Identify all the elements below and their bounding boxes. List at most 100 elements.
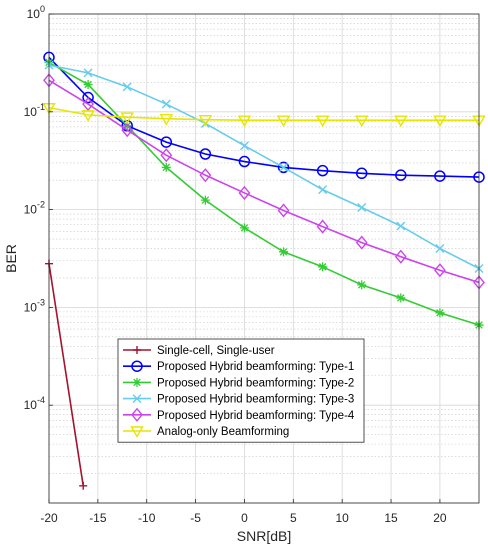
- data-point: [357, 203, 367, 213]
- x-tick-label: -15: [89, 511, 107, 525]
- legend-entry: Proposed Hybrid beamforming: Type-3: [123, 394, 354, 406]
- data-point: [433, 115, 447, 128]
- data-point: [238, 185, 251, 201]
- legend-entry: Analog-only Beamforming: [123, 426, 289, 438]
- data-point: [159, 114, 173, 126]
- data-point: [199, 168, 212, 183]
- y-tick-label: 10-4: [24, 395, 45, 412]
- legend-label: Proposed Hybrid beamforming: Type-1: [157, 361, 354, 373]
- legend-marker: [130, 426, 144, 438]
- data-point: [316, 164, 329, 177]
- x-tick-label: 15: [384, 511, 398, 525]
- legend-marker: [132, 377, 142, 387]
- data-point: [277, 203, 290, 218]
- data-point: [120, 112, 134, 125]
- series-5: [43, 73, 485, 290]
- data-point: [160, 136, 173, 148]
- legend-marker: [133, 346, 141, 354]
- legend-entry: Proposed Hybrid beamforming: Type-2: [123, 377, 354, 389]
- data-point: [83, 68, 93, 78]
- axes-frame: [48, 13, 480, 504]
- legend-marker: [131, 407, 143, 422]
- series-4: [44, 60, 484, 273]
- data-point: [82, 91, 94, 104]
- data-point: [82, 96, 95, 112]
- data-point: [239, 223, 249, 233]
- data-point: [121, 123, 134, 138]
- data-point: [355, 115, 369, 128]
- data-point: [83, 80, 93, 90]
- x-axis-ticks: -20 -15 -10 -5 0 5 10 15 20: [40, 499, 447, 525]
- y-tick-label: 100: [27, 4, 45, 21]
- legend-box: [117, 338, 365, 443]
- y-tick-label: 10-2: [24, 200, 45, 217]
- data-point: [161, 99, 171, 109]
- x-tick-label: -5: [190, 511, 201, 525]
- data-point: [357, 280, 367, 290]
- series-line: [48, 56, 480, 178]
- data-point: [433, 263, 446, 278]
- data-point: [79, 481, 88, 490]
- data-point: [355, 167, 368, 180]
- x-tick-label: 5: [290, 511, 297, 525]
- data-point: [435, 244, 445, 254]
- data-point: [394, 249, 407, 264]
- x-axis-label: SNR[dB]: [237, 528, 291, 544]
- series-6: [42, 103, 486, 128]
- data-point: [239, 141, 249, 151]
- legend-marker: [132, 394, 142, 404]
- series-line: [48, 61, 480, 326]
- data-point: [434, 170, 446, 182]
- data-point: [81, 110, 95, 122]
- legend-label: Proposed Hybrid beamforming: Type-4: [157, 410, 355, 422]
- data-point: [279, 247, 289, 257]
- data-point: [160, 148, 173, 163]
- x-tick-label: -10: [138, 511, 156, 525]
- data-point: [318, 185, 328, 195]
- data-point: [435, 308, 445, 318]
- data-point: [276, 115, 291, 128]
- data-point: [396, 293, 406, 303]
- data-point: [395, 169, 407, 181]
- data-point: [316, 219, 329, 234]
- legend: Single-cell, Single-user Proposed Hybrid …: [117, 338, 365, 443]
- y-tick-label: 10-1: [24, 102, 45, 119]
- data-point: [279, 162, 289, 172]
- data-point: [237, 115, 252, 128]
- legend-marker: [131, 360, 143, 372]
- y-axis-ticks: 10-4 10-3 10-2 10-1 100: [24, 4, 53, 412]
- legend-label: Proposed Hybrid beamforming: Type-2: [157, 377, 354, 389]
- series-3: [44, 57, 484, 330]
- x-tick-label: 0: [241, 511, 248, 525]
- series-layer: [42, 51, 486, 490]
- x-tick-label: -20: [40, 511, 58, 525]
- legend-entry: Proposed Hybrid beamforming: Type-1: [123, 360, 354, 373]
- series-2: [43, 51, 485, 183]
- data-point: [238, 155, 251, 168]
- legend-label: Single-cell, Single-user: [157, 345, 275, 357]
- data-point: [198, 115, 213, 127]
- data-point: [355, 235, 368, 250]
- data-point: [122, 82, 132, 92]
- y-tick-label: 10-3: [24, 297, 45, 314]
- x-tick-label: 20: [433, 511, 447, 525]
- legend-entry: Single-cell, Single-user: [123, 345, 275, 357]
- data-point: [122, 121, 132, 131]
- legend-label: Analog-only Beamforming: [157, 426, 289, 438]
- series-line: [48, 64, 480, 270]
- data-point: [199, 148, 212, 160]
- data-point: [394, 115, 408, 128]
- data-point: [200, 195, 210, 205]
- series-line: [48, 79, 480, 284]
- legend-label: Proposed Hybrid beamforming: Type-3: [157, 394, 354, 406]
- x-tick-label: 10: [336, 511, 350, 525]
- data-point: [161, 162, 171, 172]
- data-point: [318, 262, 328, 272]
- data-point: [277, 161, 290, 174]
- y-axis-label: BER: [3, 244, 19, 273]
- data-point: [396, 221, 406, 231]
- series-line: [48, 106, 479, 122]
- legend-entry: Proposed Hybrid beamforming: Type-4: [123, 407, 355, 422]
- data-point: [315, 115, 330, 128]
